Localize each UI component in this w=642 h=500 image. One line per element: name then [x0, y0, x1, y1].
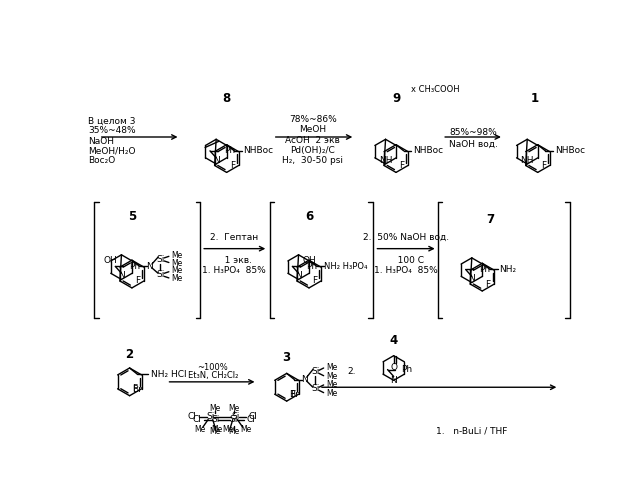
Text: 3: 3: [282, 352, 291, 364]
Text: 1 экв.: 1 экв.: [216, 256, 252, 266]
Text: NH₂ H₃PO₄: NH₂ H₃PO₄: [324, 262, 368, 271]
Text: Ph: Ph: [306, 262, 317, 271]
Text: Me: Me: [228, 428, 239, 436]
Text: NH₂: NH₂: [499, 265, 516, 274]
Text: 1: 1: [530, 92, 539, 105]
Text: F: F: [541, 161, 546, 170]
Text: OH: OH: [104, 256, 117, 266]
Text: 4: 4: [390, 334, 398, 347]
Text: NHBoc: NHBoc: [413, 146, 443, 156]
Text: Br: Br: [289, 390, 299, 400]
Text: N: N: [301, 375, 308, 384]
Text: Me: Me: [194, 425, 205, 434]
Text: Si: Si: [156, 255, 164, 264]
Text: 1. H₃PO₄  85%: 1. H₃PO₄ 85%: [202, 266, 266, 274]
Text: 1. H₃PO₄  85%: 1. H₃PO₄ 85%: [374, 266, 438, 274]
Text: F: F: [312, 276, 317, 285]
Text: Me: Me: [326, 372, 337, 381]
Text: Ph: Ph: [129, 262, 140, 271]
Text: Si: Si: [311, 384, 319, 394]
Text: Me: Me: [228, 404, 239, 413]
Text: H₂,  30-50 psi: H₂, 30-50 psi: [282, 156, 343, 164]
Text: Ph: Ph: [480, 265, 490, 274]
Text: AcOH  2 экв: AcOH 2 экв: [286, 136, 340, 144]
Text: Ph: Ph: [401, 365, 413, 374]
Text: F: F: [133, 384, 138, 394]
Text: Me: Me: [240, 425, 252, 434]
Text: 2.  Гептан: 2. Гептан: [210, 232, 259, 241]
Text: Boc₂O: Boc₂O: [88, 156, 116, 164]
Text: 35%~48%: 35%~48%: [88, 126, 135, 136]
Text: NH₂ HCl: NH₂ HCl: [151, 370, 187, 378]
Text: NHBoc: NHBoc: [243, 146, 273, 156]
Text: Me: Me: [171, 266, 182, 276]
Text: Cl: Cl: [193, 415, 201, 424]
Text: Me: Me: [326, 380, 337, 388]
Text: 6: 6: [305, 210, 313, 223]
Text: Br: Br: [132, 385, 142, 394]
Text: N: N: [469, 274, 475, 283]
Text: x CH₃COOH: x CH₃COOH: [412, 85, 460, 94]
Text: 9: 9: [392, 92, 400, 105]
Text: 100 C: 100 C: [388, 256, 424, 264]
Text: Me: Me: [211, 425, 222, 434]
Text: Ph: Ph: [224, 146, 235, 156]
Text: MeOH/H₂O: MeOH/H₂O: [88, 146, 135, 156]
Text: NH: NH: [379, 156, 392, 164]
Text: В целом 3: В целом 3: [88, 117, 135, 126]
Text: Et₃N, CH₂Cl₂: Et₃N, CH₂Cl₂: [187, 371, 238, 380]
Text: OH: OH: [302, 256, 316, 266]
Text: N: N: [146, 262, 153, 271]
Text: N: N: [295, 271, 302, 280]
Text: MeOH: MeOH: [299, 125, 326, 134]
Text: Si: Si: [156, 270, 164, 280]
Text: Si: Si: [229, 415, 238, 424]
Text: N: N: [390, 376, 397, 385]
Text: Si: Si: [231, 412, 239, 421]
Text: Me: Me: [171, 274, 182, 283]
Text: 1.   n-BuLi / THF: 1. n-BuLi / THF: [436, 426, 507, 436]
Text: 2.: 2.: [347, 368, 356, 376]
Text: Cl: Cl: [247, 415, 256, 424]
Text: F: F: [230, 161, 235, 170]
Text: F: F: [399, 161, 404, 170]
Text: Me: Me: [171, 251, 182, 260]
Text: F: F: [290, 390, 295, 398]
Text: NHBoc: NHBoc: [555, 146, 585, 156]
Text: Me: Me: [221, 425, 233, 434]
Text: Si: Si: [211, 415, 220, 424]
Text: Me: Me: [326, 389, 337, 398]
Text: NaOH: NaOH: [88, 137, 114, 146]
Text: 85%~98%: 85%~98%: [449, 128, 497, 137]
Text: NaOH вод.: NaOH вод.: [449, 140, 498, 149]
Text: N: N: [118, 271, 125, 280]
Text: 2.  50% NaOH вод.: 2. 50% NaOH вод.: [363, 232, 449, 241]
Text: Me: Me: [326, 362, 337, 372]
Text: Cl: Cl: [187, 412, 196, 421]
Text: N: N: [213, 156, 220, 164]
Text: NH: NH: [521, 156, 534, 164]
Text: 5: 5: [128, 210, 136, 223]
Text: Cl: Cl: [249, 412, 258, 421]
Text: F: F: [135, 276, 140, 285]
Text: Si: Si: [311, 368, 319, 376]
Text: F: F: [485, 280, 490, 288]
Text: Me: Me: [209, 428, 221, 436]
Text: Pd(OH)₂/C: Pd(OH)₂/C: [290, 146, 335, 156]
Text: O: O: [391, 362, 398, 372]
Text: 78%~86%: 78%~86%: [289, 115, 337, 124]
Text: Me: Me: [209, 404, 221, 413]
Text: 2: 2: [126, 348, 134, 360]
Text: 8: 8: [223, 92, 230, 105]
Text: Si: Si: [206, 412, 214, 421]
Text: 7: 7: [486, 213, 494, 226]
Text: ~100%: ~100%: [197, 364, 228, 372]
Text: Me: Me: [171, 259, 182, 268]
